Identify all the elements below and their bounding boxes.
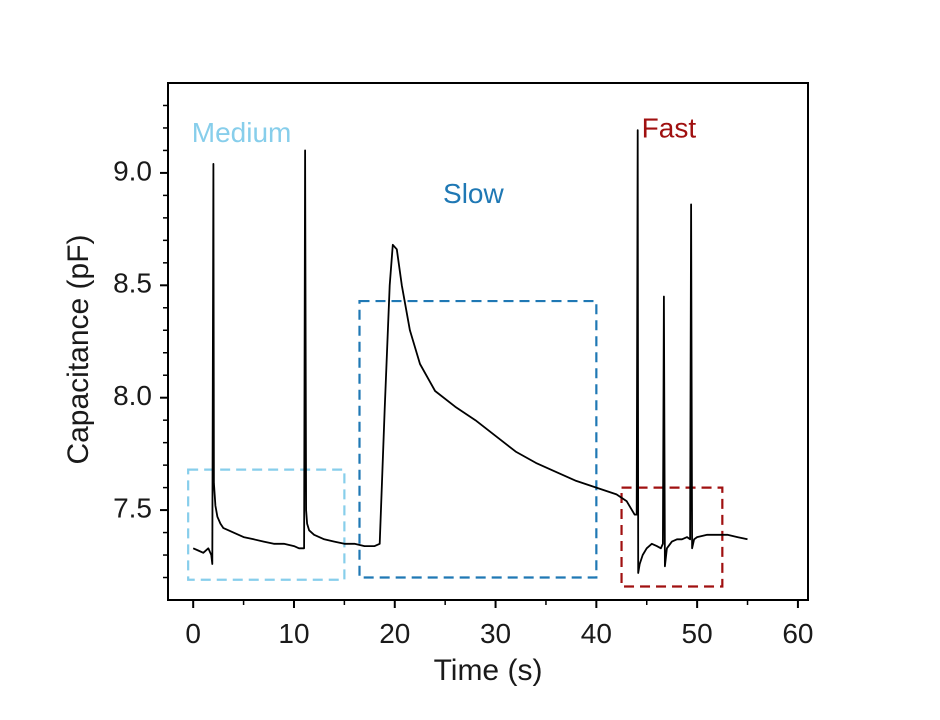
capacitance-series-line	[192, 129, 748, 574]
annotation-labels: Medium Slow Fast	[192, 113, 697, 209]
y-tick-label: 9.0	[113, 155, 152, 186]
y-axis-title: Capacitance (pF)	[62, 234, 95, 464]
fast-region-box	[620, 486, 724, 588]
y-tick-label: 7.5	[113, 492, 152, 523]
fast-region-label: Fast	[642, 113, 697, 144]
x-axis-title: Time (s)	[434, 654, 543, 687]
annotation-boxes	[187, 299, 724, 588]
medium-region-box	[187, 468, 346, 581]
x-tick-label: 50	[682, 618, 713, 649]
series-layer	[192, 129, 748, 574]
x-tick-label: 60	[782, 618, 813, 649]
plot-frame	[167, 82, 809, 601]
axis-ticks: 0 10 20 30 40 50 60 7.5 8.0 8.5 9.0	[113, 104, 813, 649]
x-tick-label: 30	[480, 618, 511, 649]
y-tick-label: 8.0	[113, 380, 152, 411]
x-tick-label: 40	[581, 618, 612, 649]
medium-region-label: Medium	[192, 117, 292, 148]
x-tick-label: 10	[278, 618, 309, 649]
slow-region-box	[358, 299, 598, 579]
x-tick-label: 20	[379, 618, 410, 649]
slow-region-label: Slow	[443, 178, 504, 209]
x-tick-label: 0	[185, 618, 201, 649]
y-tick-label: 8.5	[113, 268, 152, 299]
